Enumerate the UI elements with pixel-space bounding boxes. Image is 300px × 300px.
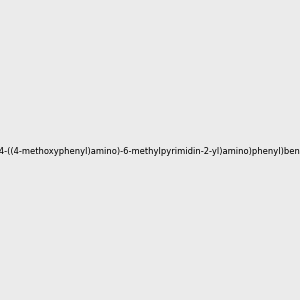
- Text: 3-chloro-N-(4-((4-((4-methoxyphenyl)amino)-6-methylpyrimidin-2-yl)amino)phenyl)b: 3-chloro-N-(4-((4-((4-methoxyphenyl)amin…: [0, 147, 300, 156]
